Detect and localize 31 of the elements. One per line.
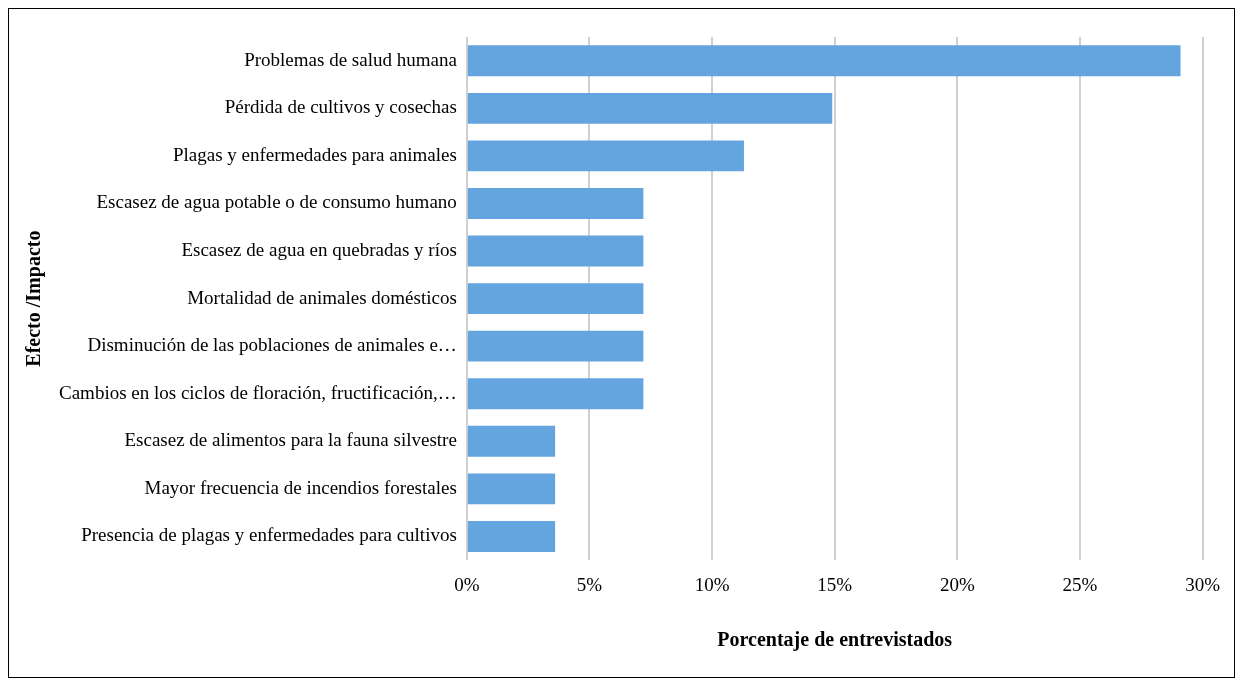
y-axis-title: Efecto /Impacto bbox=[22, 230, 46, 367]
y-tick-label: Cambios en los ciclos de floración, fructificación,… bbox=[58, 381, 457, 403]
bar bbox=[467, 283, 644, 315]
y-tick-label: Escasez de agua en quebradas y ríos bbox=[181, 239, 457, 261]
y-tick-label: Problemas de salud humana bbox=[244, 48, 458, 70]
y-tick-label: Plagas y enfermedades para animales bbox=[172, 143, 457, 165]
y-tick-label: Mayor frecuencia de incendios forestales bbox=[144, 476, 457, 498]
bar bbox=[467, 188, 644, 219]
y-tick-label: Escasez de agua potable o de consumo humano bbox=[96, 191, 457, 213]
y-tick-label: Presencia de plagas y enfermedades para cultivos bbox=[81, 524, 457, 546]
bar bbox=[467, 140, 744, 172]
x-axis-title: Porcentaje de entrevistados bbox=[717, 628, 953, 652]
x-tick-label: 20% bbox=[939, 573, 975, 595]
x-tick-label: 10% bbox=[694, 573, 730, 595]
x-tick-label: 0% bbox=[454, 573, 480, 595]
y-tick-label: Escasez de alimentos para la fauna silvestre bbox=[124, 429, 457, 451]
bar bbox=[467, 330, 644, 362]
x-tick-label: 15% bbox=[817, 573, 853, 595]
bar bbox=[467, 425, 556, 457]
bar bbox=[467, 92, 833, 124]
x-tick-label: 30% bbox=[1185, 573, 1221, 595]
y-tick-label: Disminución de las poblaciones de animales e… bbox=[87, 334, 457, 356]
x-tick-label: 5% bbox=[576, 573, 603, 595]
bar bbox=[467, 378, 644, 410]
x-tick-label: 25% bbox=[1062, 573, 1098, 595]
bar bbox=[467, 473, 556, 505]
bar bbox=[467, 235, 644, 267]
bar bbox=[467, 520, 556, 552]
y-tick-label: Mortalidad de animales domésticos bbox=[187, 286, 457, 308]
bar bbox=[467, 45, 1181, 77]
y-tick-label: Pérdida de cultivos y cosechas bbox=[224, 96, 457, 118]
